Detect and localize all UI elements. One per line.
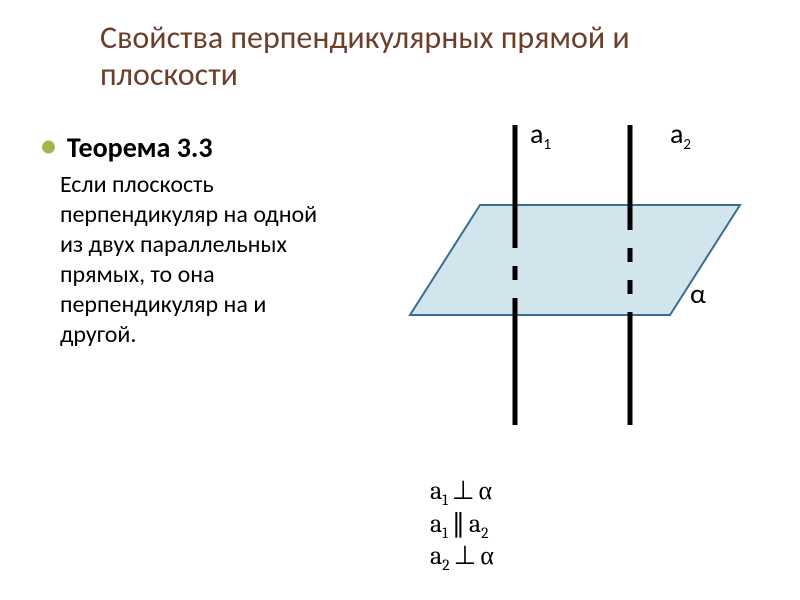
formula-line: a1⊥α xyxy=(430,475,494,508)
svg-text:α: α xyxy=(690,276,706,311)
diagram-svg: a1 a2 α xyxy=(370,110,770,450)
formulas-block: a1⊥αa1∥a2a2⊥α xyxy=(430,475,494,573)
theorem-title: Теорема 3.3 xyxy=(67,130,213,165)
svg-text:a2: a2 xyxy=(670,116,691,154)
formula-line: a1∥a2 xyxy=(430,508,494,541)
theorem-body: Если плоскость перпендикуляр на одной из… xyxy=(60,170,330,350)
geometry-diagram: a1 a2 α xyxy=(370,110,770,450)
theorem-header-row: ● Теорема 3.3 xyxy=(40,130,213,165)
slide-title: Свойства перпендикулярных прямой и плоск… xyxy=(100,20,760,94)
formula-line: a2⊥α xyxy=(430,540,494,573)
svg-text:a1: a1 xyxy=(530,116,551,154)
bullet-icon: ● xyxy=(40,132,57,160)
